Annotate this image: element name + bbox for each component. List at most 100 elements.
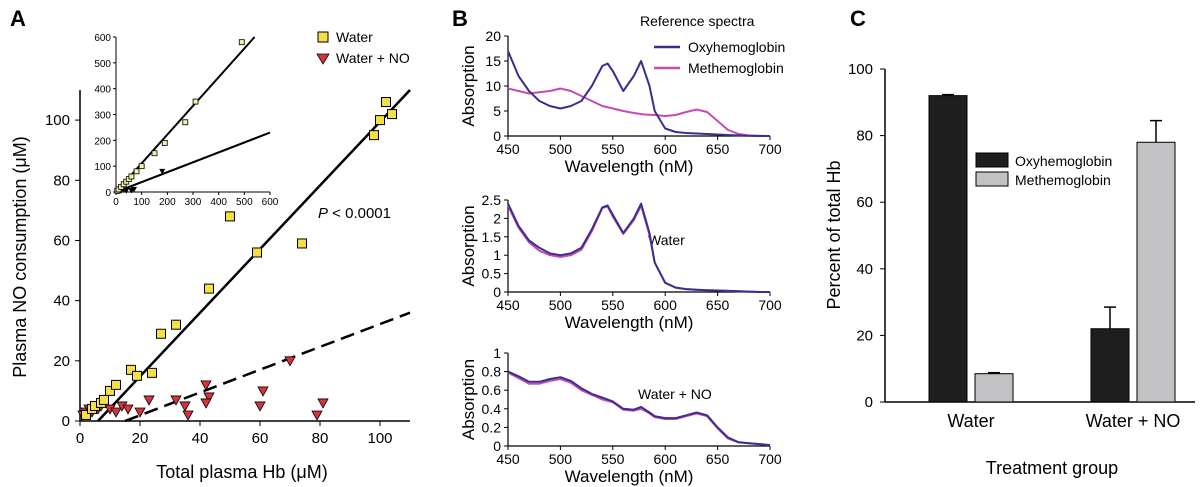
inset-x-tick-label: 300 bbox=[185, 197, 202, 208]
panel-a-point-water-no bbox=[254, 401, 266, 412]
panel-a-ylabel: Plasma NO consumption (μM) bbox=[10, 136, 30, 377]
panel-b3-y-tick-label: 0 bbox=[493, 438, 501, 454]
panel-a-point-water-no bbox=[257, 386, 269, 397]
panel-b3-x-tick-label: 650 bbox=[706, 451, 730, 467]
panel-a-y-tick-label: 40 bbox=[53, 293, 70, 310]
panel-b-legend-title: Reference spectra bbox=[640, 13, 755, 29]
panel-c-ylabel: Percent of total Hb bbox=[824, 160, 844, 309]
panel-a-point-water bbox=[387, 109, 397, 120]
panel-a-x-tick-label: 0 bbox=[76, 430, 84, 447]
panel-b2-x-tick-label: 450 bbox=[496, 297, 520, 313]
panel-a-point-water bbox=[156, 328, 166, 339]
panel-a-point-water bbox=[375, 115, 385, 126]
panel-b1-y-tick-label: 15 bbox=[485, 53, 501, 69]
legend-oxy-label: Oxyhemoglobin bbox=[688, 39, 785, 55]
panel-b2-label: Water bbox=[648, 232, 685, 248]
panel-c-bar-met bbox=[974, 373, 1014, 403]
panel-c-y-tick-label: 100 bbox=[848, 61, 873, 78]
panel-a-point-water-no bbox=[110, 407, 122, 418]
panel-b2-y-tick-label: 0.5 bbox=[482, 266, 502, 282]
panel-b1-x-tick-label: 450 bbox=[496, 141, 520, 157]
panel-a-point-water-no bbox=[311, 410, 323, 421]
panel-b2-oxy-line bbox=[507, 202, 770, 293]
inset-y-tick-label: 100 bbox=[94, 162, 111, 173]
panel-b1-x-tick-label: 700 bbox=[758, 141, 782, 157]
panel-b2-met-line bbox=[507, 204, 770, 293]
legend-water-label: Water bbox=[336, 29, 373, 45]
panel-b1-x-tick-label: 550 bbox=[601, 141, 625, 157]
inset-fit-line bbox=[115, 131, 271, 193]
panel-b3-oxy-line bbox=[507, 370, 771, 447]
panel-a-x-tick-label: 40 bbox=[192, 430, 209, 447]
panel-a-point-water-no bbox=[317, 398, 329, 409]
inset-x-tick-label: 100 bbox=[133, 197, 150, 208]
panel-c-category-label: Water + NO bbox=[1086, 411, 1181, 431]
panel-a-point-water bbox=[126, 364, 136, 375]
panel-a-legend: Water Water + NO bbox=[316, 29, 410, 66]
panel-a-y-tick-label: 0 bbox=[62, 413, 70, 430]
inset-point-water bbox=[192, 98, 199, 105]
panel-b1-y-tick-label: 5 bbox=[493, 103, 501, 119]
legend-met-label: Methemoglobin bbox=[688, 60, 784, 76]
legend-water-no-label: Water + NO bbox=[336, 50, 410, 66]
panel-a-point-water-no bbox=[143, 395, 155, 406]
panel-a-point-water bbox=[147, 367, 157, 378]
panel-a-point-water bbox=[99, 394, 109, 405]
inset-point-water bbox=[161, 140, 168, 146]
panel-b1-y-tick-label: 0 bbox=[493, 128, 501, 144]
panel-b3-x-tick-label: 500 bbox=[549, 451, 573, 467]
panel-b-spectra: Reference spectra Oxyhemoglobin Methemog… bbox=[459, 13, 785, 486]
legend-met-bar-label: Methemoglobin bbox=[1015, 172, 1111, 188]
inset-y-tick-label: 500 bbox=[94, 59, 111, 70]
legend-water-no-marker bbox=[316, 53, 330, 65]
inset-x-tick-label: 400 bbox=[210, 197, 227, 208]
panel-b2-y-tick-label: 1.5 bbox=[482, 229, 502, 245]
panel-b2-y-tick-label: 0 bbox=[493, 284, 501, 300]
inset-point-water bbox=[133, 168, 140, 175]
inset-x-tick-label: 500 bbox=[236, 197, 253, 208]
inset-point-water-no bbox=[123, 188, 130, 194]
panel-b3-x-tick-label: 700 bbox=[758, 451, 782, 467]
panel-b2-xlabel: Wavelength (nM) bbox=[565, 313, 694, 332]
legend-met-swatch bbox=[975, 171, 1009, 187]
panel-a-point-water bbox=[252, 247, 262, 258]
panel-a-point-water-no bbox=[182, 410, 194, 421]
panel-b1-x-tick-label: 600 bbox=[654, 141, 678, 157]
panel-a-point-water bbox=[204, 283, 214, 294]
panel-a-pvalue: P < 0.0001 bbox=[318, 205, 391, 222]
panel-a-point-water-no bbox=[179, 401, 191, 412]
panel-b1-xlabel: Wavelength (nM) bbox=[565, 157, 694, 176]
panel-a-point-water bbox=[81, 409, 91, 420]
panel-b1-x-tick-label: 650 bbox=[706, 141, 730, 157]
panel-a-point-water bbox=[171, 319, 181, 330]
panel-b1-y-tick-label: 10 bbox=[485, 78, 501, 94]
panel-a-y-tick-label: 20 bbox=[53, 353, 70, 370]
panel-a-y-tick-label: 60 bbox=[53, 232, 70, 249]
panel-a-point-water-no bbox=[122, 404, 134, 415]
inset-x-tick-label: 0 bbox=[113, 197, 119, 208]
panel-b2-x-tick-label: 600 bbox=[654, 297, 678, 313]
inset-point-water bbox=[238, 39, 245, 46]
panel-a-point-water-no bbox=[134, 407, 146, 418]
inset-y-tick-label: 300 bbox=[94, 111, 111, 122]
inset-y-tick-label: 600 bbox=[94, 33, 111, 44]
panel-b3-xlabel: Wavelength (nM) bbox=[565, 467, 694, 486]
panel-a-point-water bbox=[105, 385, 115, 396]
panel-a-y-tick-label: 100 bbox=[45, 112, 70, 129]
panel-c-y-tick-label: 20 bbox=[856, 327, 873, 344]
panel-a-x-tick-label: 60 bbox=[252, 430, 269, 447]
inset-point-water bbox=[182, 119, 189, 126]
inset-point-water bbox=[128, 173, 135, 180]
panel-c-y-tick-label: 40 bbox=[856, 261, 873, 278]
panel-c-y-tick-label: 0 bbox=[865, 394, 873, 411]
panel-b1-oxy-line bbox=[507, 50, 770, 137]
panel-b1-ylabel: Absorption bbox=[459, 45, 478, 126]
panel-b3-y-tick-label: 0.2 bbox=[482, 419, 502, 435]
inset-point-water bbox=[151, 150, 158, 157]
panel-b1-y-tick-label: 20 bbox=[485, 28, 501, 44]
panel-a-point-water bbox=[225, 211, 235, 222]
panel-a-point-water bbox=[297, 238, 307, 249]
panel-c-bar-met bbox=[1136, 141, 1176, 403]
panel-c-xlabel: Treatment group bbox=[986, 458, 1118, 478]
